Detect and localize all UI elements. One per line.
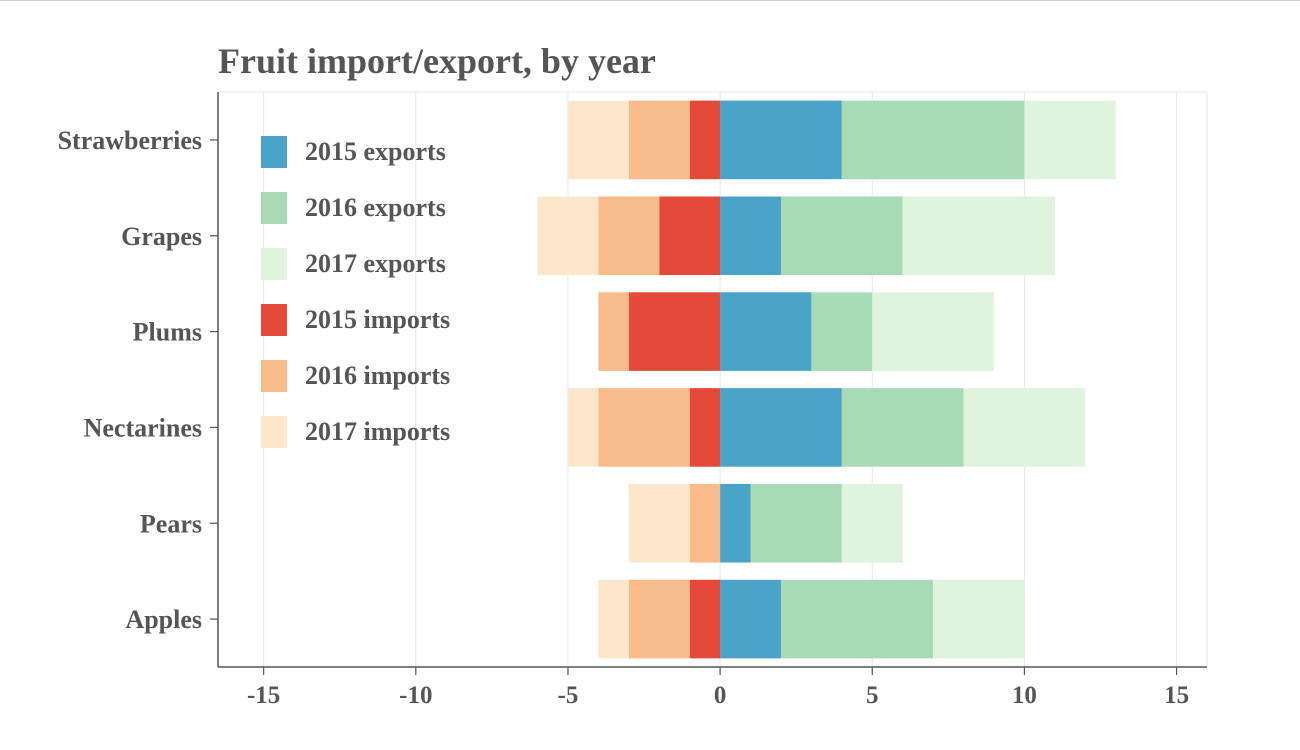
legend-swatch	[261, 248, 287, 280]
axes	[217, 92, 1207, 668]
legend-swatch	[261, 360, 287, 392]
bar-2016-exports-nectarines	[841, 388, 964, 467]
x-tick-label: 10	[1012, 682, 1037, 709]
legend-label: 2015 imports	[305, 305, 450, 334]
legend-swatch	[261, 304, 287, 336]
bar-2015-imports-apples	[689, 579, 721, 659]
bar-2016-exports-plums	[811, 292, 873, 371]
bar-2015-exports-strawberries	[720, 100, 842, 180]
bar-2017-exports-strawberries	[1024, 100, 1116, 180]
grid-lines	[218, 91, 1208, 667]
bar-2016-imports-pears	[689, 483, 721, 563]
category-label-apples: Apples	[125, 605, 202, 634]
bar-2017-imports-strawberries	[567, 100, 629, 180]
bar-2016-imports-nectarines	[598, 388, 690, 467]
y-axis-categories: Strawberries Grapes Plums Nectarines Pears Ap…	[58, 126, 218, 634]
bar-2017-exports-plums	[872, 292, 994, 371]
bar-2017-imports-pears	[628, 483, 690, 563]
bar-2015-imports-strawberries	[689, 100, 721, 180]
top-divider	[0, 0, 1300, 1]
bar-2016-exports-strawberries	[841, 100, 1025, 180]
bar-2016-exports-grapes	[780, 196, 903, 276]
bar-2017-exports-grapes	[902, 196, 1055, 276]
bar-2015-imports-nectarines	[689, 388, 721, 467]
bar-2015-exports-plums	[720, 292, 812, 371]
chart-title: Fruit import/export, by year	[218, 41, 656, 81]
x-tick-label: -10	[399, 682, 432, 709]
category-label-grapes: Grapes	[121, 222, 202, 251]
legend: 2015 exports 2016 exports 2017 exports 2015…	[261, 136, 450, 448]
legend-label: 2016 imports	[305, 361, 450, 390]
bar-2017-exports-nectarines	[963, 388, 1086, 467]
bar-2016-exports-apples	[780, 579, 934, 659]
bar-2015-exports-nectarines	[720, 388, 842, 467]
bar-2015-imports-grapes	[659, 196, 721, 276]
bar-2017-exports-apples	[933, 579, 1025, 659]
bar-2015-imports-plums	[628, 292, 721, 371]
legend-swatch	[261, 136, 287, 168]
bar-2015-exports-apples	[720, 579, 781, 659]
category-label-pears: Pears	[140, 509, 202, 538]
bar-2017-exports-pears	[841, 483, 903, 563]
legend-label: 2017 exports	[305, 249, 446, 278]
bar-2017-imports-nectarines	[567, 388, 599, 467]
bar-2015-exports-pears	[720, 483, 751, 563]
bar-2016-imports-strawberries	[628, 100, 690, 180]
x-tick-label: 15	[1164, 682, 1189, 709]
legend-swatch	[261, 416, 287, 448]
legend-label: 2017 imports	[305, 417, 450, 446]
legend-label: 2016 exports	[305, 193, 446, 222]
bar-2016-imports-plums	[598, 292, 629, 371]
x-tick-label: 0	[714, 682, 727, 709]
bar-2015-exports-grapes	[720, 196, 781, 276]
bars	[537, 100, 1116, 659]
category-label-strawberries: Strawberries	[58, 126, 202, 155]
x-axis-ticks: -15 -10 -5 0 5 10 15	[247, 667, 1189, 709]
bar-2016-exports-pears	[750, 483, 842, 563]
x-tick-label: -15	[247, 682, 280, 709]
legend-swatch	[261, 192, 287, 224]
legend-label: 2015 exports	[305, 137, 446, 166]
category-label-nectarines: Nectarines	[84, 413, 202, 442]
category-label-plums: Plums	[133, 318, 202, 347]
bar-2016-imports-grapes	[598, 196, 660, 276]
bar-2016-imports-apples	[628, 579, 690, 659]
x-tick-label: 5	[866, 682, 879, 709]
bar-2017-imports-apples	[598, 579, 629, 659]
x-tick-label: -5	[558, 682, 579, 709]
bar-2017-imports-grapes	[537, 196, 599, 276]
